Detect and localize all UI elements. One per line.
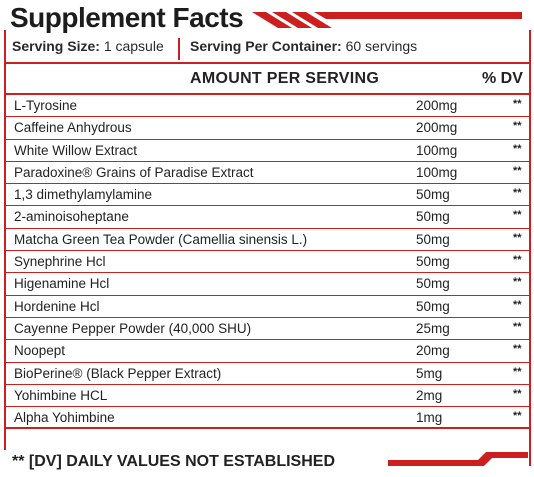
ingredient-row: Higenamine Hcl 50mg ** (4, 273, 531, 296)
ingredient-name: 2-aminoisoheptane (14, 209, 129, 225)
ingredient-dv: ** (513, 276, 522, 289)
header-divider (4, 93, 531, 95)
ingredient-name: Higenamine Hcl (14, 276, 110, 292)
ingredient-amount: 200mg (416, 98, 458, 113)
ingredient-dv: ** (513, 320, 522, 333)
ingredient-dv: ** (513, 387, 522, 400)
daily-value-footnote: ** [DV] DAILY VALUES NOT ESTABLISHED (12, 453, 335, 470)
ingredient-name: 1,3 dimethylamylamine (14, 187, 153, 203)
ingredient-row: 2-aminoisoheptane 50mg ** (4, 206, 531, 229)
ingredient-row: Synephrine Hcl 50mg ** (4, 251, 531, 274)
ingredient-amount: 2mg (416, 387, 443, 403)
footer-stripes-decoration (388, 452, 528, 466)
ingredient-dv: ** (513, 164, 522, 177)
ingredient-row: Cayenne Pepper Powder (40,000 SHU) 25mg ** (4, 318, 531, 341)
ingredient-amount: 50mg (416, 298, 450, 314)
ingredient-amount: 50mg (416, 187, 450, 203)
serving-divider (178, 38, 180, 60)
ingredient-dv: ** (513, 298, 522, 311)
daily-value-header: % DV (482, 70, 523, 87)
serving-size: Serving Size: 1 capsule (12, 38, 164, 54)
ingredient-name: Matcha Green Tea Powder (Camellia sinens… (14, 231, 308, 247)
ingredient-amount: 5mg (416, 365, 443, 381)
ingredient-amount: 50mg (416, 276, 450, 292)
serving-size-label: Serving Size: (12, 38, 100, 54)
ingredient-name: Cayenne Pepper Powder (40,000 SHU) (14, 320, 252, 336)
ingredient-row: L-Tyrosine 200mg ** (4, 95, 531, 118)
ingredient-name: BioPerine® (Black Pepper Extract) (14, 365, 222, 381)
serving-size-value: 1 capsule (103, 38, 164, 54)
ingredient-dv: ** (513, 365, 522, 378)
ingredient-row: Hordenine Hcl 50mg ** (4, 296, 531, 318)
ingredient-name: L-Tyrosine (14, 98, 78, 113)
ingredient-row: Alpha Yohimbine 1mg ** (4, 407, 531, 430)
ingredient-row: Yohimbine HCL 2mg ** (4, 385, 531, 408)
top-divider (4, 62, 531, 64)
header-stripes-decoration (252, 12, 522, 28)
ingredient-amount: 1mg (416, 410, 443, 426)
ingredient-name: Caffeine Anhydrous (14, 120, 132, 136)
ingredient-dv: ** (513, 343, 522, 356)
ingredient-amount: 100mg (416, 142, 458, 158)
ingredient-dv: ** (513, 410, 522, 423)
ingredient-row: Paradoxine® Grains of Paradise Extract 10… (4, 162, 531, 185)
ingredient-row: Matcha Green Tea Powder (Camellia sinens… (4, 229, 531, 252)
ingredient-name: White Willow Extract (14, 142, 138, 158)
ingredient-name: Paradoxine® Grains of Paradise Extract (14, 164, 254, 180)
amount-per-serving-header: AMOUNT PER SERVING (190, 70, 380, 87)
ingredient-name: Hordenine Hcl (14, 298, 100, 314)
ingredient-amount: 100mg (416, 164, 458, 180)
ingredient-amount: 50mg (416, 254, 450, 270)
ingredient-row: Noopept 20mg ** (4, 340, 531, 363)
ingredient-row: BioPerine® (Black Pepper Extract) 5mg ** (4, 363, 531, 385)
ingredient-dv: ** (513, 142, 522, 155)
ingredient-dv: ** (513, 120, 522, 133)
servings-per-container-label: Serving Per Container: (190, 38, 342, 54)
ingredient-dv: ** (513, 231, 522, 244)
servings-per-container: Serving Per Container: 60 servings (190, 38, 417, 54)
ingredient-row: White Willow Extract 100mg ** (4, 140, 531, 162)
ingredient-amount: 200mg (416, 120, 458, 136)
ingredient-amount: 20mg (416, 343, 450, 359)
ingredient-name: Alpha Yohimbine (14, 410, 115, 426)
ingredient-name: Synephrine Hcl (14, 254, 106, 270)
ingredient-amount: 25mg (416, 320, 450, 336)
ingredient-row: 1,3 dimethylamylamine 50mg ** (4, 184, 531, 207)
ingredient-dv: ** (513, 254, 522, 267)
left-border (4, 30, 6, 450)
ingredient-dv: ** (513, 209, 522, 222)
ingredient-dv: ** (513, 187, 522, 200)
ingredient-list: L-Tyrosine 200mg ** Caffeine Anhydrous 200m… (4, 95, 531, 430)
panel-title: Supplement Facts (10, 2, 244, 33)
servings-per-container-value: 60 servings (345, 38, 418, 54)
ingredient-row: Caffeine Anhydrous 200mg ** (4, 117, 531, 140)
ingredient-amount: 50mg (416, 231, 450, 247)
right-border (529, 30, 531, 466)
ingredient-dv: ** (513, 98, 522, 110)
ingredient-name: Noopept (14, 343, 66, 359)
ingredient-name: Yohimbine HCL (14, 387, 108, 403)
ingredient-amount: 50mg (416, 209, 450, 225)
